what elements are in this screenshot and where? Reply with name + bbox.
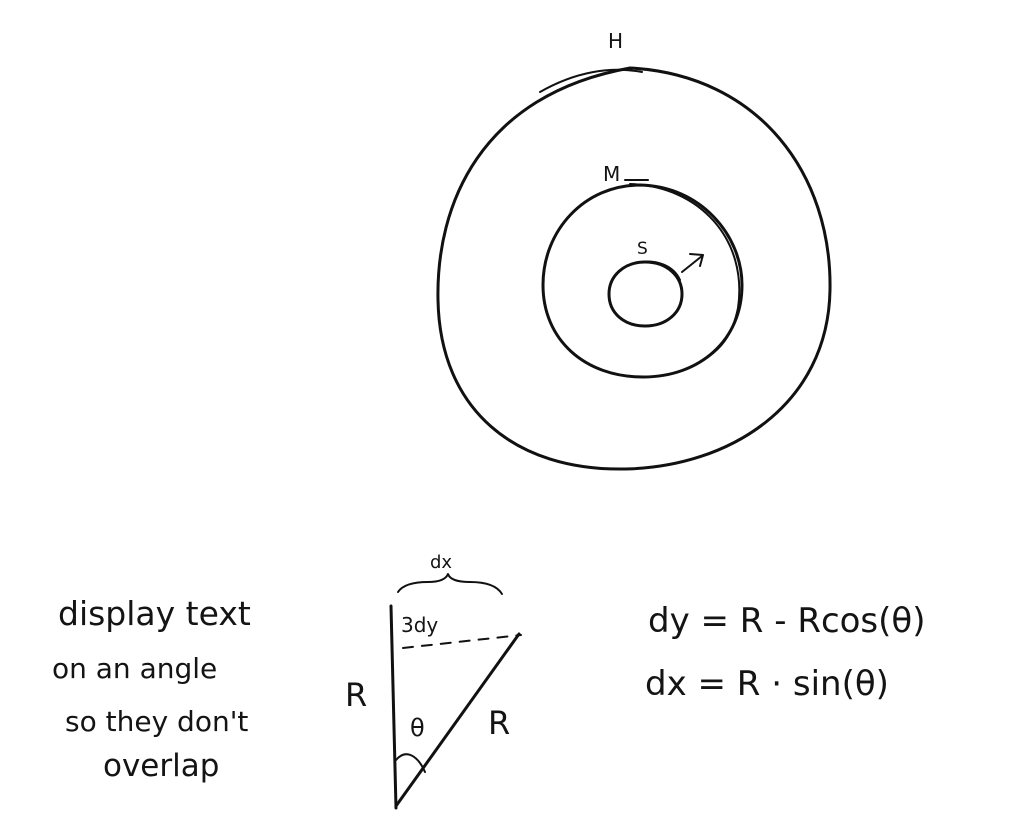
note-line-2: on an angle [52, 652, 217, 685]
dy-dashed-line [402, 634, 522, 649]
inner-ring-S [607, 260, 684, 328]
note-line-3: so they don't [65, 705, 248, 738]
outer-ring-H-overstroke [539, 68, 643, 93]
inner-ring-S-overstroke [635, 260, 681, 281]
ring-diagram: H M S [436, 29, 832, 471]
equations: dy = R - Rcos(θ) dx = R · sin(θ) [645, 601, 925, 704]
dx-brace [397, 573, 503, 595]
middle-ring-M-overstroke [629, 183, 741, 358]
note-line-4: overlap [103, 748, 219, 784]
outer-ring-label: H [608, 29, 623, 53]
angle-note: display text on an angle so they don't o… [52, 594, 251, 784]
note-line-1: display text [58, 594, 251, 633]
dy-equation: dy = R - Rcos(θ) [648, 601, 925, 641]
middle-ring-label: M [603, 162, 620, 186]
inner-ring-label: S [637, 239, 648, 259]
expansion-arrow-shaft [681, 255, 703, 273]
middle-ring-M [541, 183, 744, 379]
theta-label: θ [410, 714, 425, 742]
expansion-arrow-head [689, 253, 704, 267]
hypotenuse [394, 632, 521, 808]
triangle-diagram: dx 3dy R R θ [345, 552, 522, 810]
angle-arc [395, 753, 426, 773]
vertical-side [389, 604, 398, 810]
hypotenuse-R-label: R [488, 704, 510, 742]
left-side-R-label: R [345, 676, 367, 714]
corner-label-3dy: 3dy [401, 613, 438, 637]
dx-label: dx [430, 552, 452, 573]
dx-equation: dx = R · sin(θ) [645, 664, 889, 704]
outer-ring-H [436, 66, 832, 471]
